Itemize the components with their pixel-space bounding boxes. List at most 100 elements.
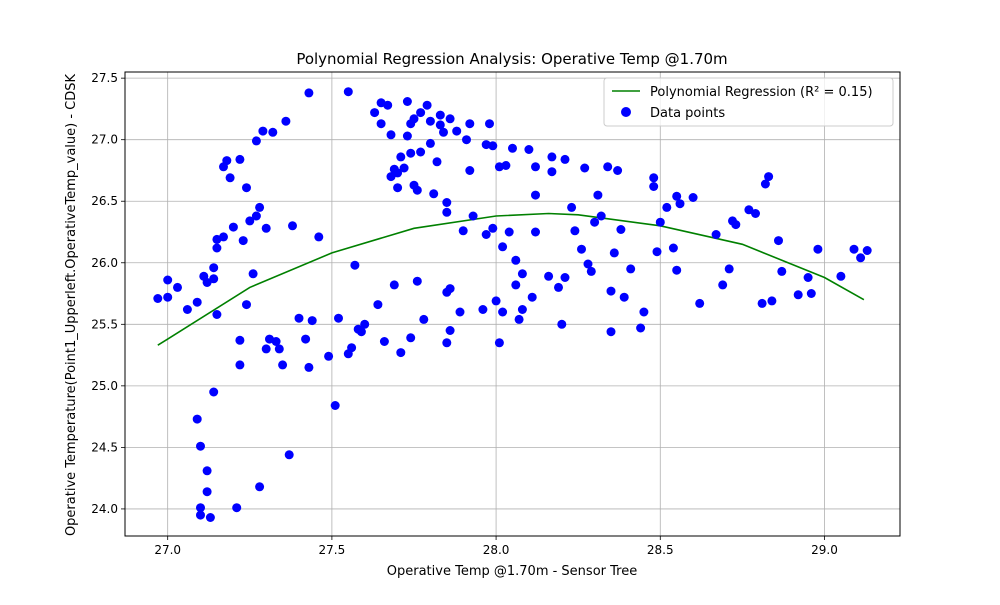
- data-point: [163, 292, 173, 302]
- data-point: [192, 414, 202, 424]
- data-point: [583, 259, 593, 269]
- data-point: [402, 131, 412, 141]
- y-tick-label: 26.5: [91, 194, 118, 208]
- data-point: [501, 161, 511, 170]
- data-point: [813, 244, 823, 254]
- data-point: [409, 114, 419, 124]
- regression-curve: [157, 212, 865, 346]
- x-axis-ticks: 27.0 27.5 28.0 28.5 29.0: [154, 536, 838, 557]
- data-point: [603, 162, 613, 172]
- data-point: [547, 152, 557, 162]
- data-point: [209, 263, 219, 273]
- data-point: [675, 199, 685, 209]
- y-tick-label: 24.5: [91, 440, 118, 454]
- data-point: [350, 260, 360, 270]
- data-point: [261, 344, 271, 354]
- data-point: [258, 126, 268, 136]
- data-point: [324, 351, 334, 361]
- data-point: [412, 185, 422, 195]
- data-point: [757, 298, 767, 308]
- data-point: [419, 314, 429, 324]
- data-point: [590, 217, 600, 227]
- data-point: [209, 274, 219, 284]
- data-point: [554, 282, 563, 292]
- data-point: [304, 362, 314, 372]
- y-tick-label: 25.0: [91, 379, 118, 393]
- data-point: [255, 482, 265, 492]
- data-point: [173, 282, 182, 292]
- data-point: [370, 108, 380, 118]
- data-point: [202, 487, 212, 497]
- data-point: [274, 344, 284, 354]
- data-point: [294, 313, 304, 323]
- data-point: [393, 168, 403, 178]
- data-point: [202, 278, 212, 287]
- data-point: [596, 211, 606, 221]
- data-point: [511, 255, 521, 265]
- chart-title: Polynomial Regression Analysis: Operativ…: [296, 50, 727, 68]
- data-point: [301, 334, 311, 344]
- y-axis-label: Operative Temperature(Point1_Upperleft.O…: [64, 73, 79, 536]
- data-point: [343, 87, 353, 97]
- data-point: [606, 327, 616, 337]
- data-point: [764, 172, 774, 182]
- x-tick-label: 27.5: [319, 543, 346, 557]
- data-point: [465, 119, 475, 129]
- data-point: [393, 183, 403, 193]
- data-point: [593, 190, 603, 200]
- data-point: [524, 145, 534, 154]
- y-tick-label: 27.0: [91, 133, 118, 147]
- data-point: [491, 296, 501, 306]
- data-point: [836, 271, 846, 281]
- data-point: [455, 307, 465, 317]
- data-point: [376, 119, 386, 129]
- data-point: [609, 248, 619, 258]
- data-point: [406, 148, 416, 158]
- data-point: [425, 116, 435, 126]
- data-point: [586, 266, 596, 276]
- data-point: [760, 179, 770, 189]
- data-point: [498, 242, 508, 252]
- data-point: [619, 292, 629, 302]
- data-point: [636, 323, 646, 333]
- data-point: [547, 167, 557, 177]
- x-tick-label: 27.0: [154, 543, 181, 557]
- data-point: [488, 141, 498, 151]
- data-point: [402, 97, 412, 106]
- data-point: [672, 191, 682, 201]
- data-point: [235, 154, 245, 164]
- regression-layer: [157, 212, 865, 346]
- data-point: [445, 284, 455, 294]
- data-point: [196, 503, 205, 513]
- plot-frame: [124, 71, 901, 537]
- data-point: [517, 305, 527, 314]
- data-point: [425, 138, 435, 148]
- x-tick-label: 28.5: [647, 543, 674, 557]
- data-point: [508, 143, 517, 153]
- data-point: [649, 182, 659, 191]
- data-point: [711, 230, 721, 239]
- data-point: [389, 280, 399, 290]
- data-point: [396, 152, 406, 162]
- y-axis-ticks: 24.0 24.5 25.0 25.5 26.0 26.5 27.0 27.5: [91, 71, 125, 516]
- data-point: [531, 162, 540, 172]
- data-point: [531, 227, 540, 237]
- data-point: [416, 147, 426, 157]
- data-point: [567, 202, 577, 212]
- data-point: [432, 157, 442, 167]
- data-point: [255, 202, 265, 212]
- data-point: [639, 307, 649, 317]
- y-tick-label: 25.5: [91, 317, 118, 331]
- data-point: [793, 290, 803, 300]
- data-point: [688, 193, 698, 202]
- legend: Polynomial Regression (R² = 0.15) Data p…: [603, 77, 894, 127]
- data-point: [422, 100, 432, 110]
- data-point: [468, 211, 478, 221]
- data-point: [212, 243, 222, 253]
- data-point: [232, 503, 242, 513]
- data-point: [668, 243, 678, 253]
- data-point: [196, 441, 205, 451]
- data-point: [383, 100, 393, 110]
- data-point: [481, 230, 491, 239]
